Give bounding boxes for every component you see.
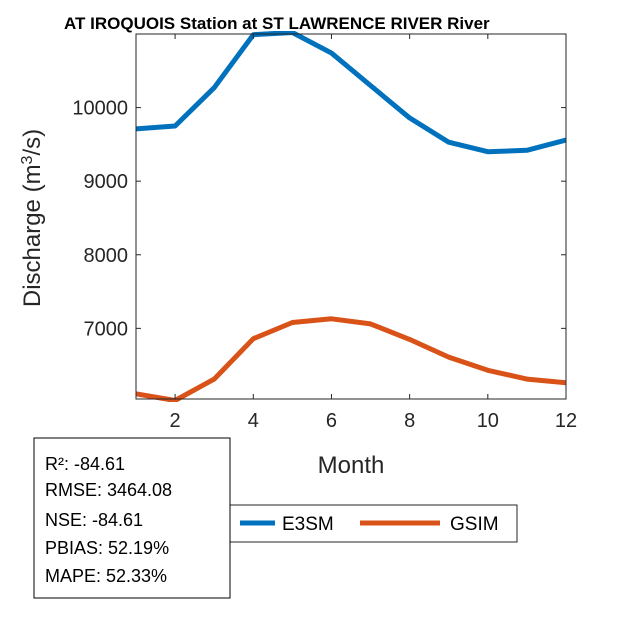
stat-r2: R²: -84.61	[45, 454, 125, 474]
y-axis-label-main: Discharge (m	[19, 164, 46, 307]
stat-rmse: RMSE: 3464.08	[45, 480, 172, 500]
stat-pbias: PBIAS: 52.19%	[45, 538, 169, 558]
axes-frame	[135, 33, 567, 400]
stat-nse: NSE: -84.61	[45, 510, 143, 530]
x-tick-label: 2	[170, 410, 181, 432]
legend: E3SM GSIM	[229, 504, 518, 543]
x-tick-label: 4	[248, 410, 259, 432]
y-tick-label: 10000	[72, 98, 128, 120]
y-tick-label: 9000	[84, 171, 129, 193]
y-tick-label: 8000	[84, 245, 129, 267]
y-axis-label-sup: 3	[19, 155, 36, 164]
y-axis-label-tail: /s)	[19, 129, 46, 156]
stats-box-border	[33, 437, 231, 599]
y-tick-label: 7000	[84, 318, 129, 340]
stats-box: R²: -84.61 RMSE: 3464.08 NSE: -84.61 PBI…	[33, 437, 231, 599]
axes-layer: 2 4 6 8 10 12 7000 8000 9000 10000	[72, 33, 577, 432]
x-tick-label: 12	[555, 410, 577, 432]
series-line-e3sm	[136, 31, 566, 155]
legend-label-gsim: GSIM	[450, 514, 499, 535]
series-line-gsim	[136, 316, 566, 402]
x-tick-label: 10	[477, 410, 499, 432]
axes-background	[136, 34, 566, 399]
plot-area	[136, 34, 566, 399]
legend-label-e3sm: E3SM	[282, 514, 334, 535]
series-layer	[136, 31, 566, 402]
x-axis-label: Month	[318, 452, 385, 479]
x-tick-label: 8	[404, 410, 415, 432]
x-tick-label: 6	[326, 410, 337, 432]
stat-mape: MAPE: 52.33%	[45, 566, 167, 586]
y-axis-label: Discharge (m3/s)	[19, 129, 47, 307]
chart-title: AT IROQUOIS Station at ST LAWRENCE RIVER…	[64, 14, 490, 33]
